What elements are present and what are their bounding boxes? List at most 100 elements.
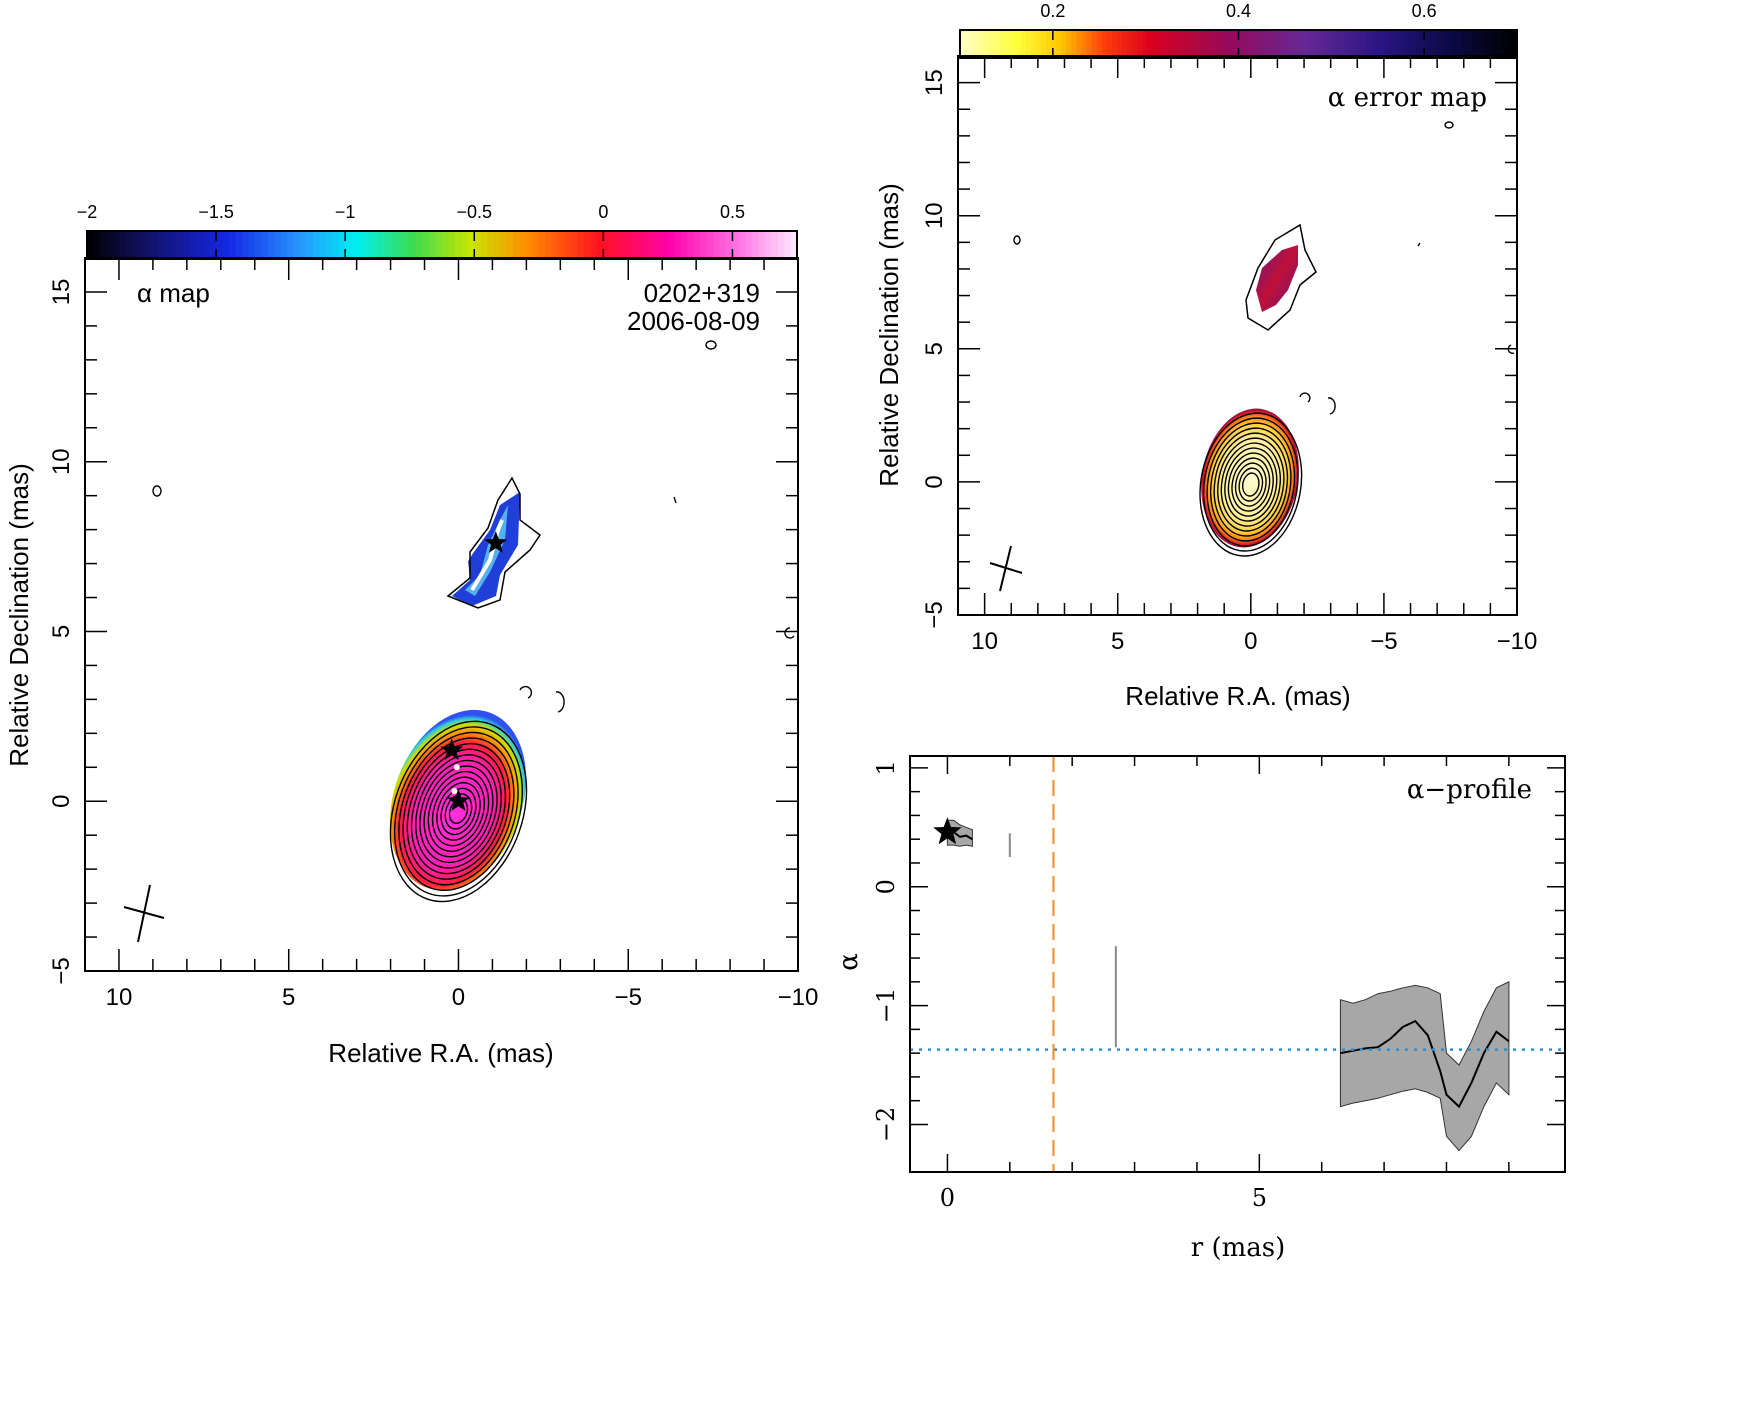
colorbar-cell bbox=[1116, 30, 1123, 58]
contour-line bbox=[1217, 437, 1285, 532]
alpha-map-x-label: Relative R.A. (mas) bbox=[328, 1038, 553, 1068]
colorbar-cell bbox=[216, 231, 224, 259]
contour-line bbox=[1213, 432, 1289, 537]
source-name: 0202+319 bbox=[644, 278, 760, 308]
colorbar-cell bbox=[1496, 30, 1503, 58]
colorbar-cell bbox=[1299, 30, 1305, 58]
colorbar-cell bbox=[1005, 30, 1012, 58]
x-tick-label: 5 bbox=[1252, 1184, 1267, 1212]
contour-line bbox=[1245, 223, 1317, 331]
colorbar-cell bbox=[1385, 30, 1392, 58]
contour-line bbox=[705, 340, 717, 350]
colorbar-cell bbox=[1304, 30, 1310, 58]
colorbar-cell bbox=[429, 231, 437, 259]
colorbar-cell bbox=[229, 231, 237, 259]
colorbar-cell bbox=[371, 231, 379, 259]
x-tick-label: −10 bbox=[1497, 628, 1538, 655]
colorbar-cell bbox=[300, 231, 308, 259]
colorbar-cell bbox=[1466, 30, 1473, 58]
contour-line bbox=[1234, 462, 1267, 507]
colorbar-cell bbox=[525, 231, 533, 259]
colorbar-cell bbox=[416, 231, 424, 259]
alpha-error-x-label: Relative R.A. (mas) bbox=[1125, 681, 1350, 711]
y-tick-label: 10 bbox=[48, 448, 75, 475]
star-marker bbox=[440, 738, 464, 760]
plot-border bbox=[957, 55, 1518, 616]
colorbar-cell bbox=[758, 231, 766, 259]
colorbar-tick-label: 0.2 bbox=[1040, 1, 1065, 21]
colorbar-cell bbox=[1405, 30, 1412, 58]
y-tick-label: −5 bbox=[48, 957, 75, 984]
alpha-map-label: α map bbox=[137, 278, 210, 308]
contour-line bbox=[406, 742, 511, 880]
colorbar-cell bbox=[1051, 30, 1057, 58]
colorbar-cell bbox=[1446, 30, 1452, 58]
colorbar-cell bbox=[248, 231, 256, 259]
colorbar-cell bbox=[138, 231, 146, 259]
contour-line bbox=[1220, 442, 1281, 527]
colorbar-cell bbox=[390, 231, 398, 259]
contour-line bbox=[410, 748, 507, 875]
y-tick-label: 10 bbox=[921, 202, 948, 229]
colorbar-cell bbox=[306, 231, 314, 259]
colorbar-cell bbox=[629, 231, 637, 259]
colorbar-cell bbox=[732, 231, 740, 259]
colorbar-cell bbox=[1147, 30, 1154, 58]
alpha-map-panel: −2 −1.5 −1 −0.5 0 0.5 10 5 0 −5 −10 −5 0 5 10 15 α map… bbox=[4, 202, 818, 1068]
alpha-map-contours bbox=[152, 340, 795, 903]
colorbar-cell bbox=[1248, 30, 1255, 58]
colorbar-cell bbox=[661, 231, 669, 259]
colorbar-cell bbox=[151, 231, 159, 259]
colorbar-cell bbox=[1279, 30, 1285, 58]
colorbar-cell bbox=[1228, 30, 1235, 58]
colorbar-cell bbox=[1000, 30, 1007, 58]
colorbar-cell bbox=[1415, 30, 1422, 58]
colorbar-cell bbox=[1486, 30, 1493, 58]
colorbar-cell bbox=[1420, 30, 1427, 58]
x-tick-label: 0 bbox=[1244, 628, 1257, 655]
colorbar-cell bbox=[274, 231, 282, 259]
contour-line bbox=[389, 720, 528, 903]
colorbar-cell bbox=[87, 231, 95, 259]
colorbar-cell bbox=[1506, 30, 1513, 58]
colorbar-cell bbox=[1370, 30, 1376, 58]
colorbar-cell bbox=[1167, 30, 1174, 58]
colorbar-cell bbox=[513, 231, 521, 259]
colorbar-cell bbox=[1132, 30, 1138, 58]
colorbar-cell bbox=[164, 231, 172, 259]
colorbar-cell bbox=[267, 231, 275, 259]
alpha-profile-panel: 0 510−1−2 α−profile r (mas) α bbox=[834, 755, 1566, 1263]
colorbar-cell bbox=[1203, 30, 1209, 58]
contour-line bbox=[1199, 412, 1303, 557]
colorbar-cell bbox=[667, 231, 675, 259]
alpha-error-contours bbox=[1013, 121, 1515, 557]
contour-line bbox=[152, 485, 162, 497]
colorbar-cell bbox=[177, 231, 185, 259]
colorbar-cell bbox=[642, 231, 650, 259]
colorbar-cell bbox=[1243, 30, 1250, 58]
y-tick-label: 0 bbox=[921, 475, 948, 488]
colorbar-cell bbox=[1213, 30, 1219, 58]
contour-line bbox=[423, 765, 494, 858]
contour-line bbox=[1224, 447, 1278, 522]
error-band bbox=[1339, 981, 1510, 1152]
colorbar-cell bbox=[1025, 30, 1032, 58]
colorbar-cell bbox=[1071, 30, 1078, 58]
alpha-error-colorbar: 0.2 0.4 0.6 bbox=[959, 1, 1518, 59]
contour-line bbox=[398, 731, 519, 892]
alpha-error-label: α error map bbox=[1328, 83, 1487, 113]
colorbar-cell bbox=[700, 231, 708, 259]
contour-line bbox=[1417, 242, 1421, 247]
profile-line bbox=[1340, 1019, 1510, 1109]
x-tick-label: −5 bbox=[1370, 628, 1397, 655]
colorbar-cell bbox=[442, 231, 450, 259]
colorbar-tick-label: −1.5 bbox=[198, 202, 234, 222]
colorbar-cell bbox=[1177, 30, 1184, 58]
colorbar-cell bbox=[995, 30, 1002, 58]
colorbar-cell bbox=[1162, 30, 1169, 58]
colorbar-tick-label: 0.4 bbox=[1226, 1, 1251, 21]
colorbar-cell bbox=[1319, 30, 1326, 58]
colorbar-cell bbox=[158, 231, 166, 259]
contour-line bbox=[440, 787, 477, 836]
